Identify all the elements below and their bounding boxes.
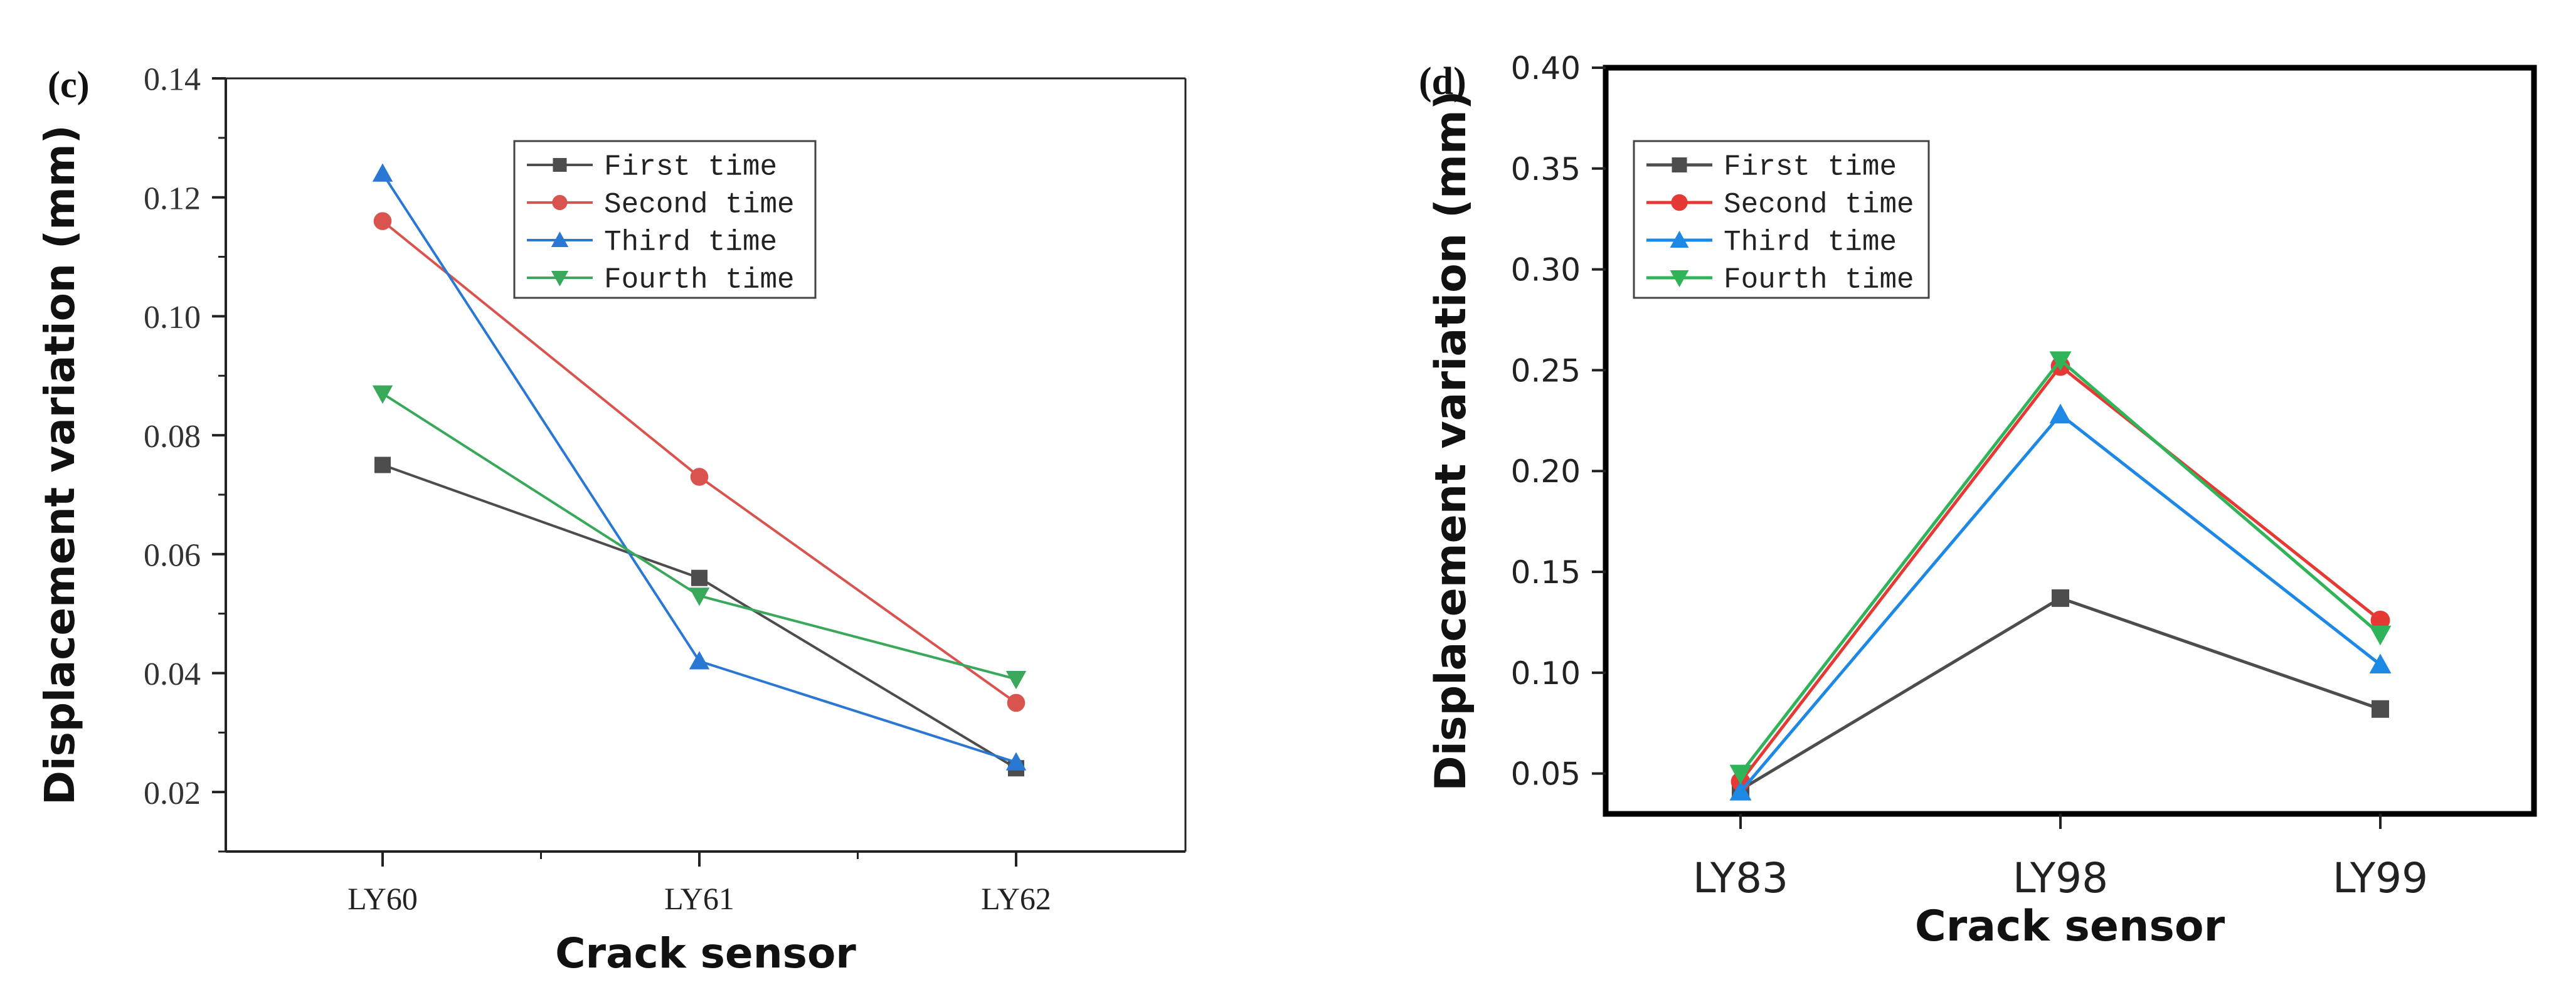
chart-d-y-tick-label: 0.40 <box>1511 50 1581 87</box>
chart-d-series-1 <box>1732 589 2389 799</box>
chart-d-y-tick-label: 0.15 <box>1511 554 1581 591</box>
chart-d-series-line <box>1739 364 2382 783</box>
chart-c-y-tick-label: 0.08 <box>144 419 201 455</box>
chart-d-legend-marker <box>1671 194 1688 211</box>
chart-c-data-point <box>689 651 710 670</box>
chart-c-legend-label: Fourth time <box>604 264 795 297</box>
chart-d-legend-label: Fourth time <box>1724 264 1914 297</box>
chart-d-data-point <box>2369 625 2392 646</box>
chart-d-panel-label: (d) <box>1419 60 1466 103</box>
chart-panel-c: 0.02 0.04 0.06 0.08 0.10 0.12 0.14 LY60 LY61 LY62… <box>36 62 1187 978</box>
chart-c-y-axis-title: Displacement variation (mm) <box>36 125 84 805</box>
chart-d-y-tick-label: 0.30 <box>1511 252 1581 288</box>
chart-c-data-point <box>1005 752 1027 771</box>
chart-c-data-point <box>372 385 393 404</box>
chart-c-series-4 <box>372 385 1027 690</box>
chart-d-series-line <box>1739 596 2381 791</box>
chart-d-legend-marker <box>1670 231 1689 248</box>
chart-d-x-tick-label: LY98 <box>2013 854 2108 902</box>
chart-d-x-tick-label: LY83 <box>1693 854 1788 902</box>
chart-c-y-tick-label: 0.12 <box>144 181 201 216</box>
chart-c-series-3 <box>372 163 1027 771</box>
chart-d-x-tick-label: LY99 <box>2333 854 2428 902</box>
chart-d-data-point <box>1729 764 1752 785</box>
chart-d-y-tick-label: 0.20 <box>1511 453 1581 490</box>
chart-d-legend-label: First time <box>1724 151 1897 184</box>
chart-c-x-tick-label: LY60 <box>347 881 418 916</box>
chart-c-x-axis-title: Crack sensor <box>555 929 856 978</box>
chart-d-x-axis-title: Crack sensor <box>1915 902 2225 951</box>
chart-d-data-point <box>2372 700 2389 718</box>
chart-d-data-point <box>2370 610 2390 630</box>
chart-c-legend-label: Third time <box>604 226 777 259</box>
chart-d-data-point <box>2049 403 2072 424</box>
chart-c-legend-marker <box>552 194 568 211</box>
chart-d-data-point <box>2049 351 2072 371</box>
chart-c-data-point <box>689 588 710 606</box>
chart-c-y-tick-label: 0.14 <box>144 62 201 98</box>
chart-c-y-tick-label: 0.02 <box>144 776 201 811</box>
chart-c-data-point <box>1007 693 1026 712</box>
chart-d-legend-marker <box>1670 270 1689 287</box>
chart-c-panel-label: (c) <box>48 64 90 105</box>
chart-c-data-point <box>374 456 391 473</box>
chart-c-x-tick-label: LY62 <box>981 881 1051 916</box>
chart-c-data-point <box>373 212 392 230</box>
chart-c-data-point <box>1005 670 1027 690</box>
chart-c-y-tick-label: 0.06 <box>144 537 201 573</box>
chart-c-data-point <box>691 569 708 586</box>
chart-d-y-tick-label: 0.25 <box>1511 352 1581 389</box>
chart-d-frame <box>1603 65 2537 817</box>
chart-d-data-point <box>2052 589 2069 607</box>
chart-c-legend: First time Second time Third time Fourth ti… <box>513 140 817 299</box>
chart-d-data-point <box>2369 653 2392 673</box>
chart-c-series-1 <box>374 456 1024 777</box>
chart-c-y-tick-label: 0.04 <box>144 657 201 692</box>
chart-d-legend-marker <box>1672 157 1687 172</box>
chart-c-legend-label: Second time <box>604 189 795 221</box>
chart-c-data-point <box>690 468 709 486</box>
chart-d-y-axis-title: Displacement variation (mm) <box>1426 90 1476 791</box>
chart-panel-d: 0.05 0.10 0.15 0.20 0.25 0.30 0.35 0.40 LY83 LY98… <box>1419 50 2537 951</box>
chart-d-series-3 <box>1729 403 2392 801</box>
chart-c-legend-label: First time <box>604 151 777 184</box>
chart-d-legend-label: Second time <box>1724 189 1914 221</box>
chart-c-legend-marker <box>551 231 569 247</box>
chart-d-legend: First time Second time Third time Fourth ti… <box>1633 140 1930 299</box>
chart-c-series-2 <box>373 212 1026 712</box>
chart-d-y-tick-label: 0.10 <box>1511 655 1581 692</box>
chart-d-y-tick-label: 0.05 <box>1511 756 1581 793</box>
chart-c-y-tick-label: 0.10 <box>144 300 201 335</box>
chart-c-legend-marker <box>551 271 569 287</box>
chart-d-data-point <box>1729 781 1752 801</box>
chart-d-y-tick-label: 0.35 <box>1511 151 1581 187</box>
chart-c-x-tick-label: LY61 <box>664 881 734 916</box>
chart-c-data-point <box>372 163 393 182</box>
chart-d-legend-label: Third time <box>1724 226 1897 259</box>
chart-c-legend-marker <box>553 158 567 172</box>
chart-c-series-line <box>382 463 1017 769</box>
chart-d-series-4 <box>1729 351 2392 785</box>
